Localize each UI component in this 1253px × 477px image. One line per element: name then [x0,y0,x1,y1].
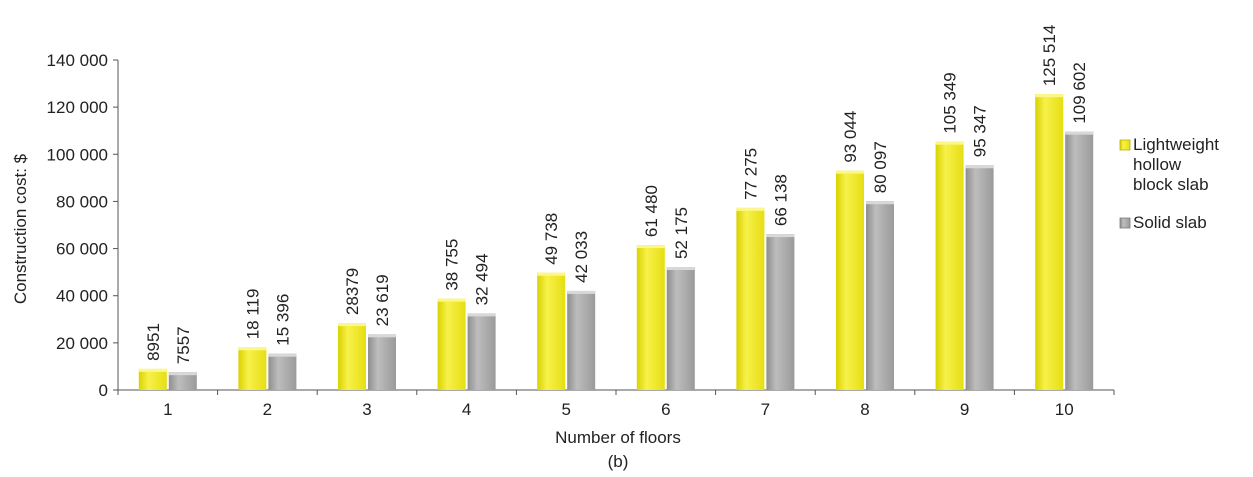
figure-caption: (b) [608,452,629,471]
bar-top-highlight [1065,131,1094,135]
x-tick-label: 2 [263,400,272,419]
data-label: 105 349 [941,72,960,133]
bar [567,290,596,390]
bar [866,201,894,390]
bar [1065,131,1094,390]
data-label: 52 175 [672,207,691,259]
bars [138,94,1094,390]
bar [437,298,466,390]
data-label: 125 514 [1040,25,1059,86]
bar-top-highlight [766,234,795,238]
data-label: 23 619 [373,274,392,326]
data-label: 8951 [144,323,163,361]
x-tick-label: 10 [1055,400,1074,419]
bar-top-highlight [467,313,496,317]
y-axis: 0 20 000 40 000 60 000 80 000 100 000 120 000 1… [47,51,119,400]
x-tick-label: 8 [860,400,869,419]
bar [268,353,297,390]
x-tick-label: 7 [761,400,770,419]
bar-top-highlight [636,245,665,249]
bar [537,272,566,390]
bar-top-highlight [138,368,167,372]
bar-top-highlight [338,323,366,327]
x-tick-label: 5 [561,400,570,419]
data-label: 61 480 [642,185,661,237]
bar [238,347,267,390]
bar [965,165,994,390]
data-label: 93 044 [841,111,860,163]
y-tick-label: 120 000 [47,98,108,117]
data-label: 18 119 [243,289,262,340]
bar [636,245,665,390]
y-tick-label: 60 000 [56,240,108,259]
legend-swatch [1119,139,1131,151]
legend-label: hollow [1133,155,1182,174]
y-tick-label: 140 000 [47,51,108,70]
bar [766,234,795,390]
legend-label: Lightweight [1133,135,1219,154]
bar-top-highlight [666,267,695,271]
bar [338,323,366,390]
x-tick-label: 6 [661,400,670,419]
data-label: 66 138 [771,174,790,226]
y-tick-label: 100 000 [47,145,108,164]
y-axis-title: Construction cost: $ [11,153,30,304]
bar-top-highlight [268,353,297,357]
legend-label: block slab [1133,175,1209,194]
bar [666,267,695,390]
x-axis: 1 2 3 4 5 6 7 8 9 10 [117,389,1115,419]
legend-swatch [1119,217,1131,229]
bar-top-highlight [437,298,466,302]
data-label: 95 347 [971,105,990,157]
bar-top-highlight [736,207,765,211]
bar-top-highlight [965,165,994,169]
bar-top-highlight [866,201,894,205]
bar-top-highlight [168,372,197,376]
data-label: 42 033 [572,231,591,283]
x-tick-label: 3 [362,400,371,419]
bar [138,368,167,390]
bar [1035,94,1064,390]
bar-top-highlight [537,272,566,276]
y-tick-label: 20 000 [56,334,108,353]
x-axis-title: Number of floors [555,428,681,447]
data-label: 80 097 [871,141,890,193]
bar-top-highlight [935,141,964,145]
x-tick-label: 9 [960,400,969,419]
x-tick-label: 4 [462,400,471,419]
bar [368,334,396,390]
bar [836,170,864,390]
data-label: 49 738 [542,213,561,265]
y-tick-label: 80 000 [56,192,108,211]
bar [467,313,496,390]
y-tick-label: 40 000 [56,287,108,306]
bar-top-highlight [1035,94,1064,98]
bar-top-highlight [368,334,396,338]
data-label: 7557 [174,326,193,364]
bar-top-highlight [238,347,267,351]
bar [736,207,765,390]
bar-top-highlight [836,170,864,174]
x-tick-label: 1 [163,400,172,419]
data-label: 38 755 [443,239,462,291]
data-labels: 8951 18 119 28379 38 755 49 738 61 480 77 275 9… [144,25,1089,364]
data-label: 77 275 [741,148,760,200]
bar [168,372,197,390]
data-label: 109 602 [1070,62,1089,123]
y-tick-label: 0 [99,381,108,400]
bar [935,141,964,390]
legend-label: Solid slab [1133,213,1207,232]
data-label: 32 494 [473,253,492,305]
bar-top-highlight [567,290,596,294]
data-label: 15 396 [273,294,292,346]
data-label: 28379 [343,268,362,315]
